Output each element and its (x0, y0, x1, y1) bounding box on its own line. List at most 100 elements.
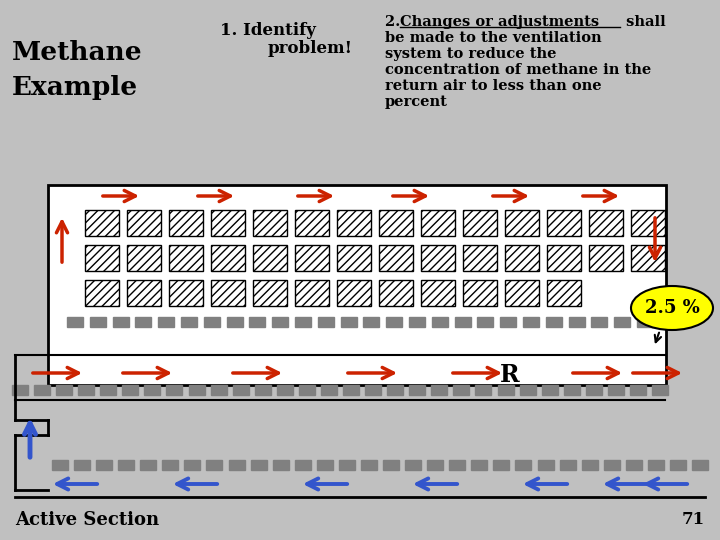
Bar (637, 317, 653, 327)
Bar (626, 460, 642, 470)
Bar (604, 460, 620, 470)
Text: Active Section: Active Section (15, 511, 159, 529)
Bar (127, 245, 161, 271)
Bar (409, 317, 425, 327)
Bar (591, 317, 608, 327)
Bar (127, 280, 161, 306)
Text: R: R (500, 363, 520, 387)
Bar (337, 245, 371, 271)
Bar (52, 460, 68, 470)
Bar (140, 460, 156, 470)
Bar (631, 210, 665, 236)
Bar (379, 245, 413, 271)
Bar (166, 385, 182, 395)
Text: percent: percent (385, 95, 448, 109)
Bar (523, 317, 539, 327)
Bar (90, 317, 106, 327)
Bar (559, 460, 575, 470)
Bar (546, 317, 562, 327)
Bar (409, 385, 426, 395)
Bar (127, 210, 161, 236)
Bar (569, 317, 585, 327)
Bar (505, 245, 539, 271)
Bar (339, 460, 355, 470)
Bar (498, 385, 513, 395)
Bar (169, 280, 203, 306)
Bar (432, 317, 448, 327)
Bar (516, 460, 531, 470)
Bar (204, 317, 220, 327)
Bar (608, 385, 624, 395)
Bar (122, 385, 138, 395)
Bar (337, 280, 371, 306)
Bar (299, 385, 315, 395)
Bar (505, 280, 539, 306)
Text: 71: 71 (682, 511, 705, 529)
Bar (255, 385, 271, 395)
Bar (294, 460, 311, 470)
Bar (538, 460, 554, 470)
Bar (475, 385, 492, 395)
Bar (67, 317, 83, 327)
Bar (85, 280, 119, 306)
Bar (337, 210, 371, 236)
Bar (295, 317, 311, 327)
Bar (276, 385, 293, 395)
Bar (648, 460, 664, 470)
Bar (652, 385, 668, 395)
Bar (85, 245, 119, 271)
Bar (211, 385, 227, 395)
Text: Methane: Methane (12, 40, 143, 65)
Bar (630, 385, 646, 395)
Bar (427, 460, 444, 470)
Bar (251, 460, 266, 470)
Text: problem!: problem! (268, 40, 353, 57)
Bar (74, 460, 90, 470)
Bar (169, 210, 203, 236)
Bar (34, 385, 50, 395)
Bar (228, 460, 245, 470)
Bar (614, 317, 630, 327)
Ellipse shape (631, 286, 713, 330)
Bar (454, 317, 471, 327)
Bar (463, 245, 497, 271)
Bar (364, 317, 379, 327)
Bar (421, 210, 455, 236)
Bar (472, 460, 487, 470)
Bar (670, 460, 686, 470)
Bar (387, 385, 403, 395)
Bar (162, 460, 179, 470)
Bar (421, 280, 455, 306)
Bar (505, 210, 539, 236)
Bar (227, 317, 243, 327)
Bar (100, 385, 116, 395)
Bar (211, 245, 245, 271)
Bar (454, 385, 469, 395)
Bar (541, 385, 558, 395)
Bar (365, 385, 381, 395)
Bar (181, 317, 197, 327)
Bar (211, 280, 245, 306)
Text: return air to less than one: return air to less than one (385, 79, 602, 93)
Bar (547, 245, 581, 271)
Bar (520, 385, 536, 395)
Text: concentration of methane in the: concentration of methane in the (385, 63, 652, 77)
Bar (379, 210, 413, 236)
Bar (207, 460, 222, 470)
Bar (564, 385, 580, 395)
Bar (343, 385, 359, 395)
Bar (589, 210, 623, 236)
Bar (589, 245, 623, 271)
Text: system to reduce the: system to reduce the (385, 47, 557, 61)
Bar (379, 280, 413, 306)
Bar (295, 245, 329, 271)
Bar (96, 460, 112, 470)
Bar (253, 210, 287, 236)
Bar (547, 280, 581, 306)
Bar (48, 185, 666, 385)
Bar (78, 385, 94, 395)
Bar (582, 460, 598, 470)
Text: Changes or adjustments: Changes or adjustments (400, 15, 599, 29)
Bar (233, 385, 248, 395)
Text: Example: Example (12, 75, 138, 100)
